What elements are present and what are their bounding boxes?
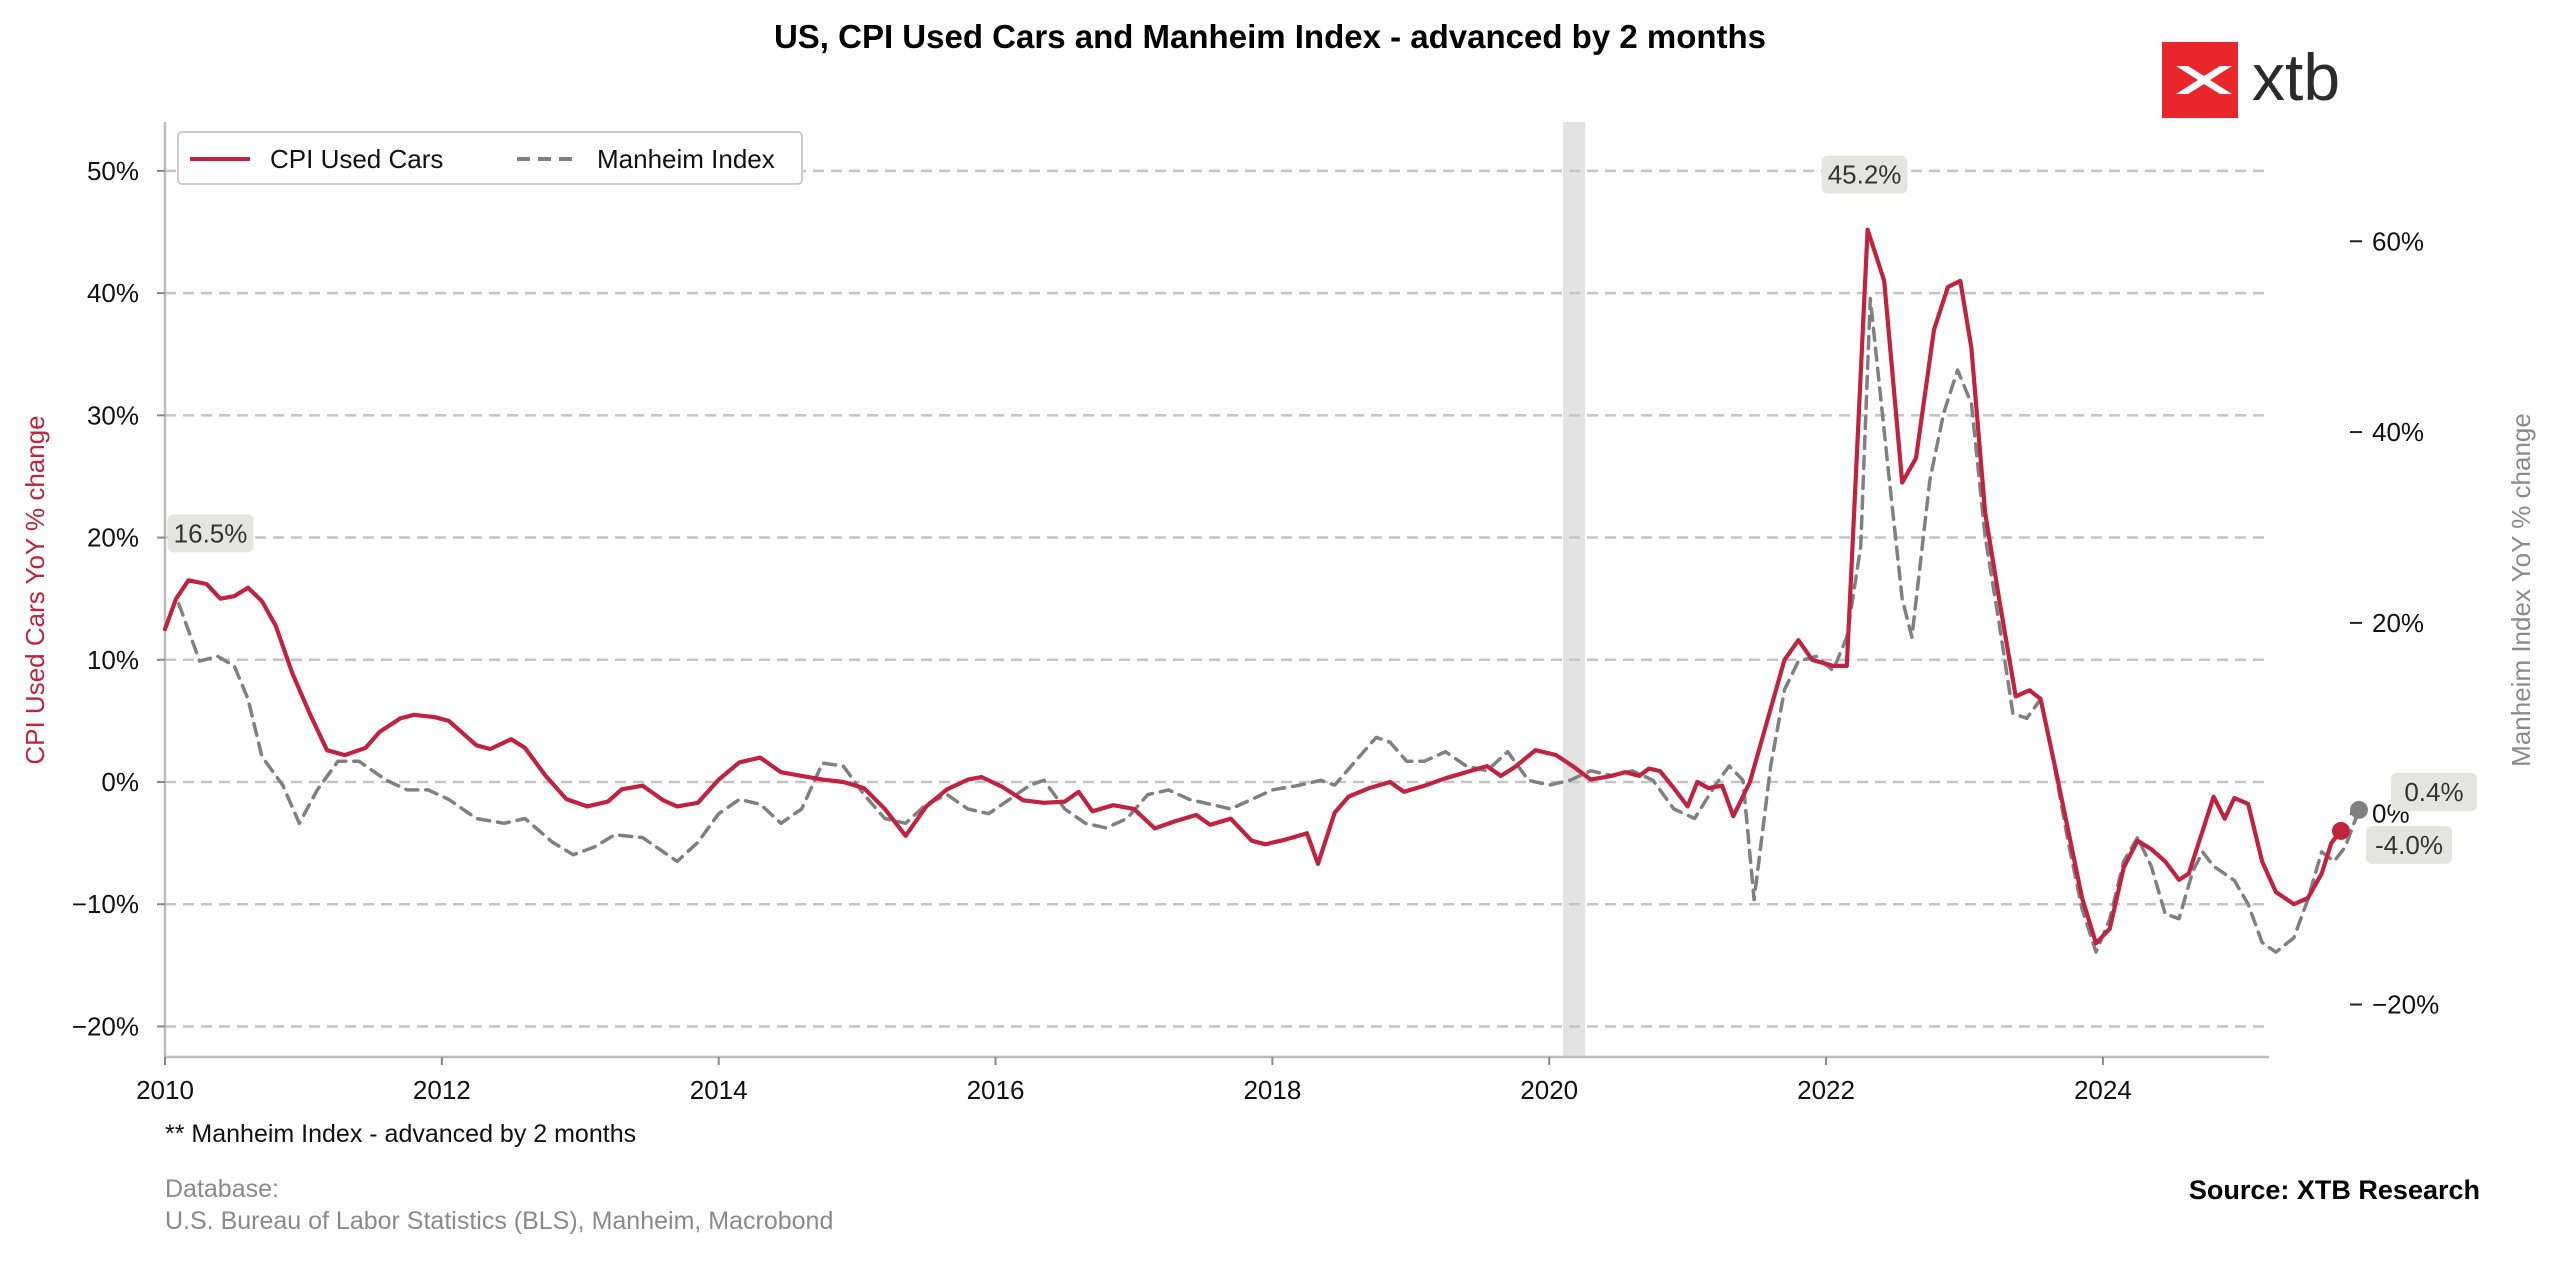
xtb-logo: xtb <box>2162 40 2340 118</box>
annotation-label: 45.2% <box>1828 160 1902 190</box>
y-right-tick-label: 40% <box>2372 417 2424 447</box>
x-tick-label: 2010 <box>136 1075 194 1105</box>
annotation-label: 16.5% <box>174 518 248 548</box>
xtb-logo-text: xtb <box>2252 40 2340 114</box>
x-tick-label: 2020 <box>1520 1075 1578 1105</box>
x-ticks: 2010 2012 2014 2016 2018 2020 2022 2024 <box>136 1057 2132 1105</box>
annotation-box <box>2390 772 2477 811</box>
source-label: Source: XTB Research <box>2189 1175 2480 1205</box>
y-left-tick-label: 0% <box>101 767 139 797</box>
y-left-tick-label: 30% <box>87 400 139 430</box>
series <box>162 227 2368 954</box>
annotation-box <box>1821 155 1908 194</box>
y-right-tick-label: 60% <box>2372 226 2424 256</box>
annotation-label: -4.0% <box>2375 830 2443 860</box>
shaded-band <box>1563 122 1586 1057</box>
y-axis-left-label: CPI Used Cars YoY % change <box>20 415 50 764</box>
y-right-ticks: −20%0%20%40%60% <box>2350 226 2439 1020</box>
y-right-tick-label: 20% <box>2372 608 2424 638</box>
annotation-box <box>167 514 254 553</box>
y-right-tick-label: −20% <box>2372 990 2439 1020</box>
database-label: Database: <box>165 1175 279 1203</box>
y-left-tick-label: −10% <box>72 889 139 919</box>
y-left-tick-label: 50% <box>87 156 139 186</box>
series-line-manheim <box>177 296 2361 954</box>
endpoint-manheim <box>2349 800 2368 819</box>
legend: CPI Used Cars Manheim Index <box>177 131 803 185</box>
x-tick-label: 2022 <box>1797 1075 1855 1105</box>
y-left-tick-label: 20% <box>87 523 139 553</box>
x-tick-label: 2018 <box>1243 1075 1301 1105</box>
y-left-tick-label: −20% <box>72 1011 139 1041</box>
xtb-logo-x-icon <box>2176 66 2232 94</box>
grid <box>165 169 2269 1028</box>
annotations: 16.5% 45.2% 0.4% -4.0% <box>167 155 2477 864</box>
legend-box <box>177 131 803 185</box>
y-left-ticks: −20% −10% 0% 10% 20% 30% 40% 50% <box>72 156 165 1041</box>
axes <box>163 122 2269 1059</box>
database-sources: U.S. Bureau of Labor Statistics (BLS), M… <box>165 1207 833 1235</box>
endpoint-cpi <box>2331 821 2350 840</box>
x-tick-label: 2012 <box>413 1075 471 1105</box>
legend-label-manheim: Manheim Index <box>597 144 775 174</box>
chart-title: US, CPI Used Cars and Manheim Index - ad… <box>774 18 1766 55</box>
x-tick-label: 2014 <box>690 1075 748 1105</box>
annotation-box <box>2365 825 2452 864</box>
footnote: ** Manheim Index - advanced by 2 months <box>165 1120 636 1148</box>
y-left-tick-label: 10% <box>87 645 139 675</box>
x-tick-label: 2016 <box>967 1075 1025 1105</box>
y-axis-right-label: Manheim Index YoY % change <box>2506 413 2536 767</box>
x-tick-label: 2024 <box>2074 1075 2132 1105</box>
annotation-label: 0.4% <box>2404 777 2463 807</box>
series-line-cpi <box>162 227 2344 946</box>
legend-label-cpi: CPI Used Cars <box>270 144 443 174</box>
y-left-tick-label: 40% <box>87 278 139 308</box>
recession-band <box>1563 122 1586 1057</box>
